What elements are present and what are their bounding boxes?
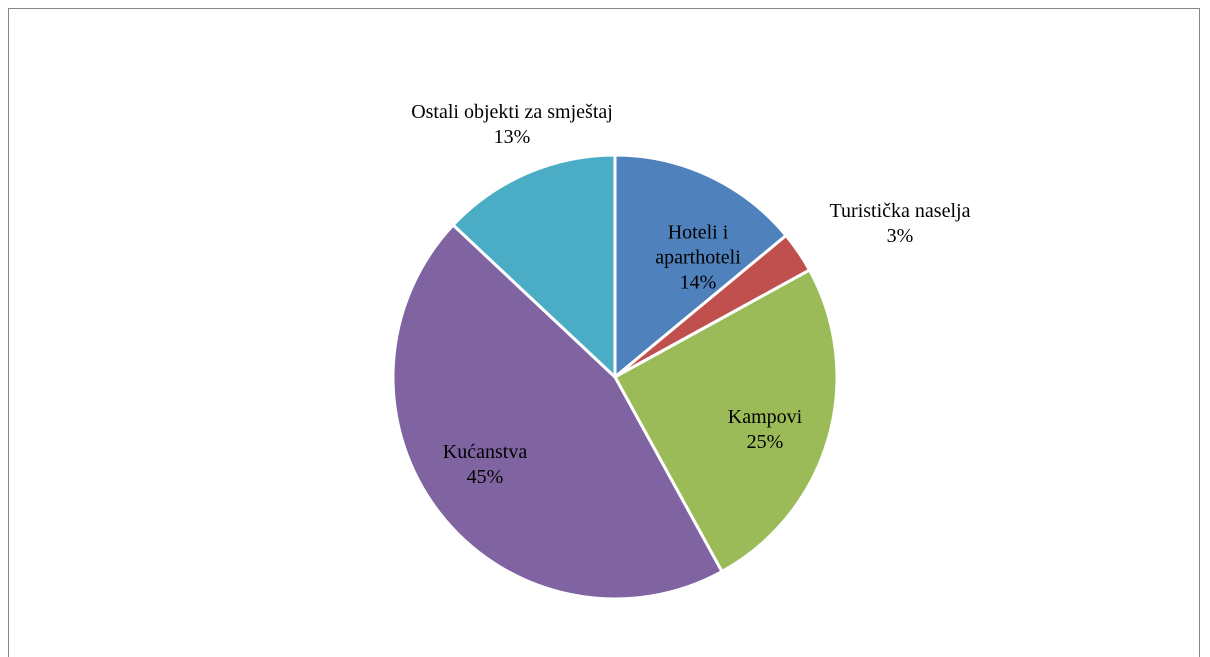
slice-label: Kampovi 25% [695, 405, 835, 455]
pie-slice [451, 153, 617, 381]
slice-label: Hoteli i aparthoteli 14% [638, 221, 758, 296]
category-label: Turistička naselja [829, 200, 971, 222]
value-label: 13% [493, 126, 531, 148]
chart-frame [8, 8, 1200, 657]
value-label: 14% [679, 271, 717, 294]
category-label: Ostali objekti za smještaj [411, 101, 613, 123]
value-label: 3% [886, 225, 914, 247]
slice-label: Turistička naselja 3% [770, 199, 1030, 249]
slice-label: Kućanstva 45% [415, 440, 555, 490]
category-label: Kampovi [727, 406, 803, 428]
pie-slice [391, 222, 724, 601]
pie-slice [613, 153, 789, 381]
slice-label: Ostali objekti za smještaj 13% [407, 100, 617, 150]
pie-slice [612, 268, 839, 574]
value-label: 45% [466, 466, 504, 488]
category-label: Hoteli i aparthoteli [655, 221, 741, 269]
category-label: Kućanstva [442, 441, 528, 463]
value-label: 25% [746, 431, 784, 453]
